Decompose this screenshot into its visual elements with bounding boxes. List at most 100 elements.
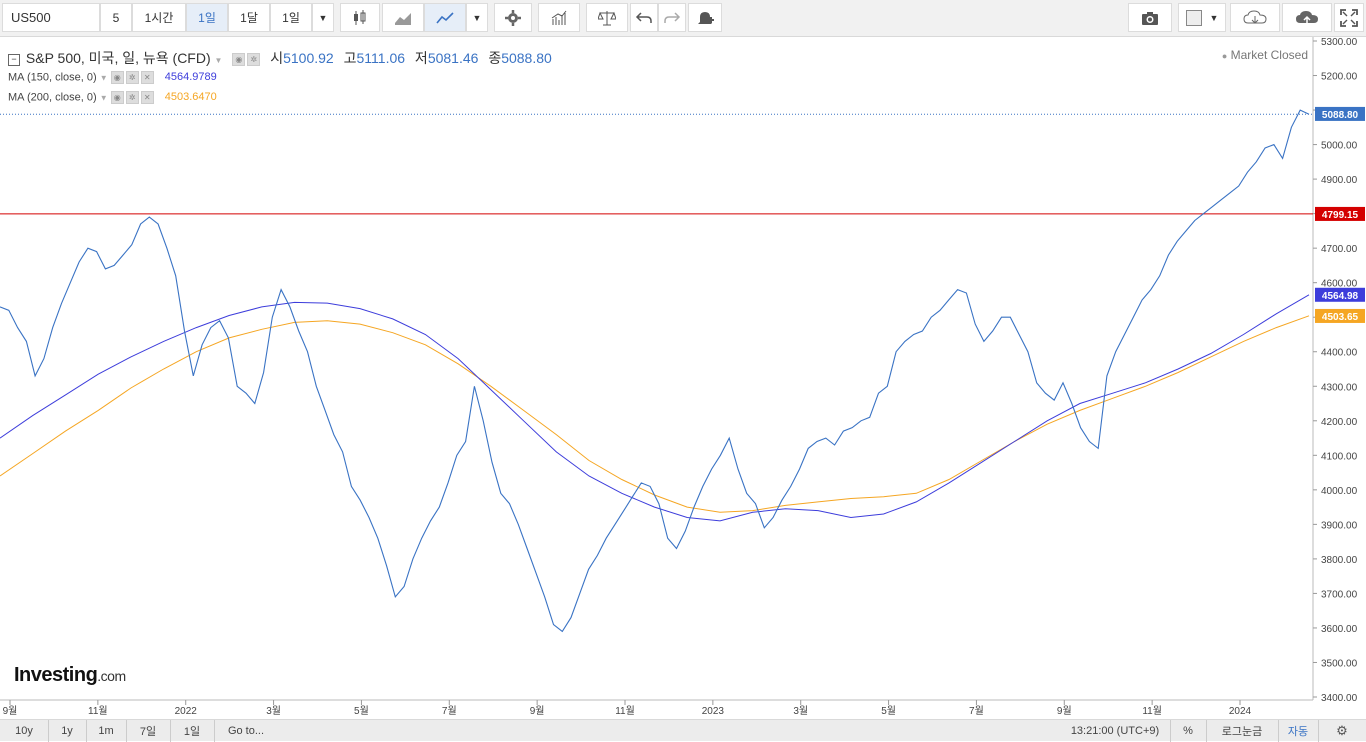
high-value: 5111.06 bbox=[356, 50, 406, 66]
eye-icon[interactable]: ◉ bbox=[232, 52, 246, 66]
scale-icon bbox=[598, 10, 616, 25]
ma150-series-line[interactable] bbox=[0, 294, 1310, 522]
cloud-download-icon bbox=[1243, 9, 1267, 24]
close-icon[interactable]: ✕ bbox=[140, 91, 154, 104]
open-label: 시 bbox=[270, 50, 284, 66]
line-chart-button[interactable] bbox=[424, 3, 466, 32]
y-tick-label: 3400.00 bbox=[1321, 693, 1358, 704]
x-tick-label: 2023 bbox=[702, 706, 725, 717]
level-price-tag: 4799.15 bbox=[1322, 210, 1359, 221]
eye-icon[interactable]: ◉ bbox=[110, 91, 124, 104]
bell-plus-icon bbox=[698, 11, 714, 24]
instrument-title: S&P 500, 미국, 일, 뉴욕 (CFD) bbox=[25, 50, 211, 66]
indicators-icon bbox=[551, 10, 567, 25]
chart-type-dropdown[interactable]: ▼ bbox=[466, 3, 488, 32]
settings-button[interactable] bbox=[494, 3, 532, 32]
gear-icon[interactable]: ✲ bbox=[247, 52, 261, 66]
bottom-bar: 10y 1y 1m 7일 1일 Go to... 13:21:00 (UTC+9… bbox=[0, 719, 1366, 742]
square-icon bbox=[1185, 9, 1202, 26]
eye-icon[interactable]: ◉ bbox=[110, 71, 124, 84]
x-tick-label: 11월 bbox=[615, 705, 635, 717]
gear-icon[interactable]: ✲ bbox=[125, 71, 139, 84]
chevron-down-icon: ▼ bbox=[472, 12, 482, 23]
chart-toolbar: US500 5 1시간 1일 1달 1일 ▼ ▼ ▼ bbox=[0, 0, 1366, 37]
x-tick-label: 11월 bbox=[88, 705, 108, 717]
interval-1h-button[interactable]: 1시간 bbox=[132, 3, 186, 32]
low-label: 저 bbox=[414, 50, 428, 66]
interval-1d-alt-button[interactable]: 1일 bbox=[270, 3, 312, 32]
chevron-down-icon[interactable]: ▼ bbox=[99, 93, 108, 103]
redo-button[interactable] bbox=[658, 3, 686, 32]
x-tick-label: 11월 bbox=[1142, 705, 1162, 717]
compare-button[interactable] bbox=[586, 3, 628, 32]
y-tick-label: 4400.00 bbox=[1321, 348, 1358, 359]
y-tick-label: 4700.00 bbox=[1321, 244, 1358, 255]
area-chart-button[interactable] bbox=[382, 3, 424, 32]
x-tick-label: 5월 bbox=[354, 705, 369, 717]
chevron-down-icon[interactable]: ▼ bbox=[99, 73, 108, 83]
fullscreen-button[interactable] bbox=[1334, 3, 1364, 32]
plot-background bbox=[0, 37, 1313, 700]
market-status: ● Market Closed bbox=[1222, 48, 1308, 62]
chevron-down-icon[interactable]: ▼ bbox=[214, 56, 223, 65]
price-chart[interactable]: 5300.005200.005100.005000.004900.004800.… bbox=[0, 37, 1366, 719]
y-tick-label: 3900.00 bbox=[1321, 520, 1358, 531]
ma200-label: MA (200, close, 0) bbox=[8, 91, 97, 104]
price-series-line[interactable] bbox=[0, 109, 1310, 633]
alert-button[interactable] bbox=[688, 3, 722, 32]
camera-icon bbox=[1142, 11, 1158, 25]
y-tick-label: 5000.00 bbox=[1321, 141, 1358, 152]
x-tick-label: 3월 bbox=[793, 705, 808, 717]
log-scale-toggle[interactable]: 로그눈금 bbox=[1206, 720, 1279, 742]
interval-1mo-button[interactable]: 1달 bbox=[228, 3, 270, 32]
indicators-button[interactable] bbox=[538, 3, 580, 32]
period-1d-button[interactable]: 1일 bbox=[170, 720, 215, 742]
redo-icon bbox=[664, 11, 681, 23]
interval-dropdown[interactable]: ▼ bbox=[312, 3, 334, 32]
last-price-tag: 5088.80 bbox=[1322, 110, 1359, 121]
area-chart-icon bbox=[395, 12, 411, 25]
y-tick-label: 3600.00 bbox=[1321, 624, 1358, 635]
cloud-load-button[interactable] bbox=[1230, 3, 1280, 32]
close-icon[interactable]: ✕ bbox=[140, 71, 154, 84]
percent-toggle[interactable]: % bbox=[1170, 720, 1207, 742]
high-label: 고 bbox=[343, 50, 357, 66]
period-10y-button[interactable]: 10y bbox=[0, 720, 49, 742]
period-7d-button[interactable]: 7일 bbox=[126, 720, 171, 742]
collapse-icon[interactable]: − bbox=[8, 54, 20, 66]
period-1y-button[interactable]: 1y bbox=[48, 720, 87, 742]
screenshot-button[interactable] bbox=[1128, 3, 1172, 32]
ma150-price-tag-bg bbox=[1315, 287, 1365, 302]
ma150-label: MA (150, close, 0) bbox=[8, 71, 97, 84]
logo-suffix: .com bbox=[97, 668, 126, 684]
x-tick-label: 2024 bbox=[1229, 706, 1252, 717]
goto-button[interactable]: Go to... bbox=[227, 725, 265, 737]
ma200-price-tag-bg bbox=[1315, 308, 1365, 323]
x-tick-label: 9월 bbox=[1057, 705, 1072, 717]
gear-icon[interactable]: ✲ bbox=[125, 91, 139, 104]
undo-icon bbox=[635, 11, 652, 23]
x-axis-ticks: 9월 11월 2022 3월 5월 7월 9월 11월 2023 3월 5월 7월 9월 11월 2024 bbox=[3, 700, 1252, 717]
cloud-save-button[interactable] bbox=[1282, 3, 1332, 32]
period-1m-button[interactable]: 1m bbox=[86, 720, 127, 742]
clock: 13:21:00 (UTC+9) bbox=[1060, 720, 1171, 742]
candlestick-button[interactable] bbox=[340, 3, 380, 32]
x-tick-label: 7월 bbox=[442, 705, 457, 717]
axis-settings-button[interactable]: ⚙ bbox=[1318, 720, 1366, 742]
x-tick-label: 2022 bbox=[175, 706, 198, 717]
template-dropdown[interactable]: ▼ bbox=[1178, 3, 1226, 32]
interval-1d-button[interactable]: 1일 bbox=[186, 3, 228, 32]
auto-scale-toggle[interactable]: 자동 bbox=[1278, 720, 1319, 742]
chevron-down-icon: ▼ bbox=[318, 12, 328, 23]
x-tick-label: 3월 bbox=[266, 705, 281, 717]
gear-icon: ⚙ bbox=[1336, 723, 1348, 738]
cloud-upload-icon bbox=[1296, 10, 1318, 24]
symbol-input[interactable]: US500 bbox=[2, 3, 100, 32]
interval-5m-button[interactable]: 5 bbox=[100, 3, 132, 32]
logo-main: Investing bbox=[14, 664, 98, 686]
undo-button[interactable] bbox=[630, 3, 658, 32]
y-tick-label: 4600.00 bbox=[1321, 279, 1358, 290]
y-tick-label: 4900.00 bbox=[1321, 175, 1358, 186]
market-status-text: Market Closed bbox=[1230, 48, 1308, 62]
ma150-price-tag: 4564.98 bbox=[1322, 291, 1359, 302]
